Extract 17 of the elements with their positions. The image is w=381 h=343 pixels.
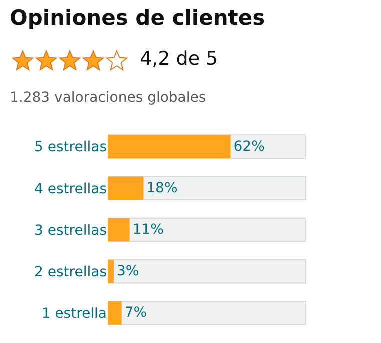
data-label: 11% xyxy=(132,222,164,238)
data-label: 7% xyxy=(124,305,148,322)
y-tick-label: 2 estrellas xyxy=(34,264,107,280)
text: 1.283 valoraciones globales xyxy=(10,90,206,106)
y-tick-label: 5 estrellas xyxy=(34,140,107,156)
y-tick-label: 1 estrella xyxy=(42,306,107,322)
chart-title: Opiniones de clientes xyxy=(10,6,266,30)
bar xyxy=(108,260,114,284)
data-label: 18% xyxy=(146,180,178,196)
y-tick-label: 4 estrellas xyxy=(34,181,107,198)
chart-subtitle: 4,2 de 5 xyxy=(140,48,218,70)
bar xyxy=(108,218,130,242)
bar xyxy=(108,302,122,325)
data-label: 3% xyxy=(116,264,140,280)
y-tick-label: 3 estrellas xyxy=(34,222,107,239)
bar xyxy=(108,176,144,200)
data-label: 62% xyxy=(234,138,265,155)
